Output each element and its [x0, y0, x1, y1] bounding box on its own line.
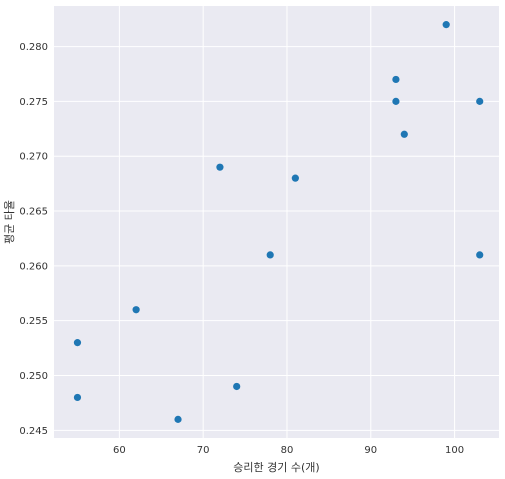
x-tick-labels: 60 70 80 90 100	[113, 445, 464, 456]
y-tick-label: 0.255	[19, 316, 48, 327]
y-tick-label: 0.250	[19, 371, 48, 382]
plot-background	[54, 6, 499, 438]
data-point	[291, 174, 299, 182]
x-tick-label: 70	[197, 445, 210, 456]
y-tick-label: 0.245	[19, 426, 48, 437]
y-tick-label: 0.280	[19, 42, 48, 53]
y-tick-label: 0.270	[19, 152, 48, 163]
data-points	[73, 21, 484, 423]
data-point	[174, 415, 182, 423]
data-point	[476, 251, 484, 259]
data-point	[400, 130, 408, 138]
y-tick-labels: 0.245 0.250 0.255 0.260 0.265 0.270 0.275 0.280	[19, 42, 48, 437]
x-axis-label: 승리한 경기 수(개)	[233, 461, 319, 474]
data-point	[442, 21, 450, 29]
data-point	[73, 339, 82, 347]
y-tick-label: 0.275	[19, 97, 48, 108]
data-point	[392, 75, 400, 84]
data-point	[73, 393, 82, 402]
y-tick-label: 0.260	[19, 261, 48, 272]
data-point	[233, 382, 241, 391]
data-point	[216, 163, 224, 171]
data-point	[266, 251, 274, 259]
y-tick-label: 0.265	[19, 207, 48, 218]
x-tick-label: 80	[281, 445, 294, 456]
data-point	[132, 306, 140, 314]
y-axis-label: 평균 타율	[3, 200, 16, 244]
x-tick-label: 100	[445, 445, 464, 456]
x-tick-label: 60	[113, 445, 126, 456]
data-point	[476, 97, 484, 105]
x-tick-label: 90	[364, 445, 377, 456]
grid-lines	[54, 6, 499, 438]
data-point	[392, 97, 400, 105]
